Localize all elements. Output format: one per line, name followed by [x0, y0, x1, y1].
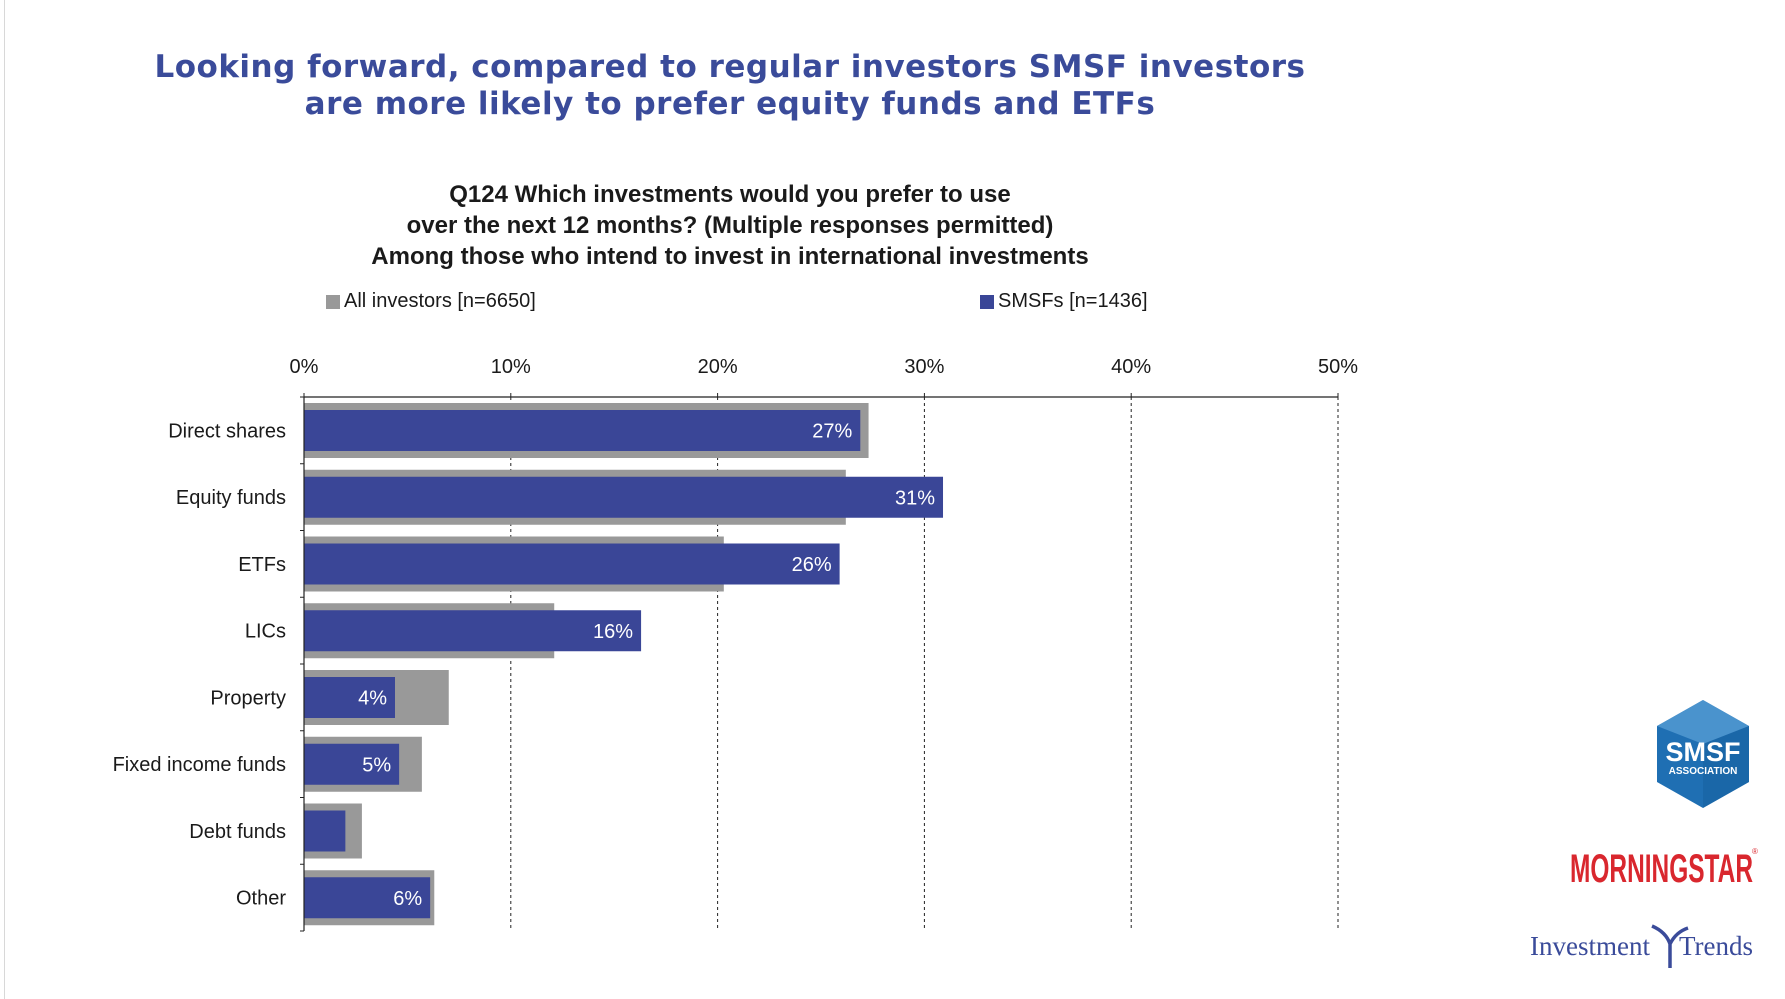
- bar-smsf: [304, 610, 642, 652]
- data-label-smsf: 4%: [358, 688, 387, 710]
- x-tick-label: 0%: [290, 356, 319, 378]
- data-label-smsf: 26%: [792, 554, 832, 576]
- legend-swatch-smsfs: [980, 294, 994, 309]
- category-label: ETFs: [238, 554, 286, 576]
- category-label: Equity funds: [176, 487, 286, 509]
- legend-swatch-all-investors: [326, 294, 340, 309]
- x-tick-label: 10%: [491, 356, 531, 378]
- bar-smsf: [304, 677, 395, 718]
- x-tick-label: 50%: [1318, 356, 1358, 378]
- investment-trends-logo-left: Investment: [1530, 931, 1650, 961]
- page-edge-line: [4, 0, 5, 999]
- x-tick-label: 40%: [1111, 356, 1151, 378]
- bar-smsf: [304, 810, 346, 852]
- chart-question-line-1: Q124 Which investments would you prefer …: [449, 181, 1011, 208]
- page-title-line-2: are more likely to prefer equity funds a…: [304, 86, 1156, 122]
- data-label-smsf: 5%: [362, 754, 391, 776]
- legend-smsfs: SMSFs [n=1436]: [980, 290, 1148, 313]
- category-label: LICs: [245, 621, 286, 643]
- investment-trends-y-mark: [1651, 924, 1689, 968]
- bar-smsf: [304, 410, 861, 451]
- category-label: Direct shares: [168, 420, 286, 442]
- data-label-smsf: 16%: [593, 621, 633, 643]
- smsf-logo-subtext: ASSOCIATION: [1669, 766, 1738, 777]
- smsf-association-logo: SMSF ASSOCIATION: [1657, 700, 1749, 808]
- legend-label-smsfs: SMSFs [n=1436]: [998, 290, 1148, 312]
- morningstar-logo-text: MORNINGSTAR: [1570, 847, 1753, 890]
- bar-smsf: [304, 543, 840, 585]
- data-label-smsf: 31%: [895, 487, 935, 509]
- smsf-logo-text: SMSF: [1665, 737, 1740, 767]
- data-label-smsf: 6%: [393, 888, 422, 910]
- category-label: Fixed income funds: [113, 754, 286, 776]
- category-label: Debt funds: [189, 821, 286, 843]
- morningstar-logo: MORNINGSTAR ®: [1570, 847, 1758, 890]
- chart-question-line-2: over the next 12 months? (Multiple respo…: [406, 212, 1054, 239]
- data-label-smsf: 27%: [812, 421, 852, 443]
- chart-question-line-3: Among those who intend to invest in inte…: [371, 243, 1089, 270]
- category-label: Property: [210, 687, 286, 709]
- category-label: Other: [236, 888, 286, 910]
- x-tick-label: 20%: [698, 356, 738, 378]
- legend-all-investors: All investors [n=6650]: [326, 290, 536, 313]
- legend-label-all-investors: All investors [n=6650]: [344, 290, 536, 312]
- page-title-line-1: Looking forward, compared to regular inv…: [154, 49, 1306, 85]
- bar-smsf: [304, 743, 400, 785]
- svg-text:®: ®: [1752, 847, 1758, 856]
- bar-smsf: [304, 877, 431, 919]
- investment-trends-logo-right: Trends: [1679, 931, 1753, 961]
- x-tick-label: 30%: [904, 356, 944, 378]
- bar-smsf: [304, 476, 944, 518]
- investment-trends-logo: Investment Trends: [1530, 924, 1753, 968]
